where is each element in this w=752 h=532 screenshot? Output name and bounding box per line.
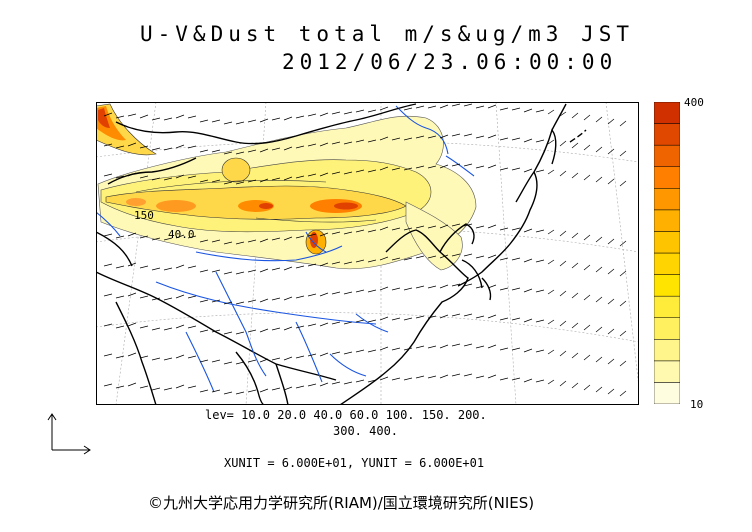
colorbar-swatch [654, 339, 680, 362]
dust-wind-map: 150 40.0 [96, 102, 639, 405]
colorbar-swatch [654, 123, 680, 146]
vector-units: XUNIT = 6.000E+01, YUNIT = 6.000E+01 [224, 456, 485, 470]
title-line-1: U-V&Dust total m/s&ug/m3 JST [140, 22, 635, 46]
wind-vectors [103, 103, 627, 397]
colorbar-max-label: 400 [684, 96, 704, 109]
copyright-credit: ©九州大学応用力学研究所(RIAM)/国立環境研究所(NIES) [148, 494, 535, 512]
contour-levels-line-2: 300. 400. [333, 424, 399, 438]
colorbar-swatch [654, 209, 680, 232]
colorbar-swatch [654, 360, 680, 383]
colorbar-swatch [654, 188, 680, 211]
colorbar-swatch [654, 144, 680, 167]
reference-vector-arrows [47, 413, 91, 455]
colorbar-swatch [654, 252, 680, 275]
contour-levels-line-1: lev= 10.0 20.0 40.0 60.0 100. 150. 200. [205, 408, 487, 422]
colorbar-swatch [654, 382, 680, 404]
colorbar-swatch [654, 102, 680, 124]
colorbar-swatch [654, 274, 680, 297]
contour-label-40: 40.0 [168, 228, 195, 241]
colorbar [654, 102, 680, 404]
colorbar-min-label: 10 [690, 398, 704, 411]
dust-plume [96, 103, 477, 271]
graticule [96, 102, 639, 405]
colorbar-swatch [654, 166, 680, 189]
colorbar-swatch [654, 295, 680, 318]
title-line-2-timestamp: 2012/06/23.06:00:00 [282, 50, 618, 74]
contour-label-150: 150 [134, 209, 154, 222]
colorbar-swatch [654, 231, 680, 254]
colorbar-swatch [654, 317, 680, 340]
coastlines [96, 103, 587, 405]
